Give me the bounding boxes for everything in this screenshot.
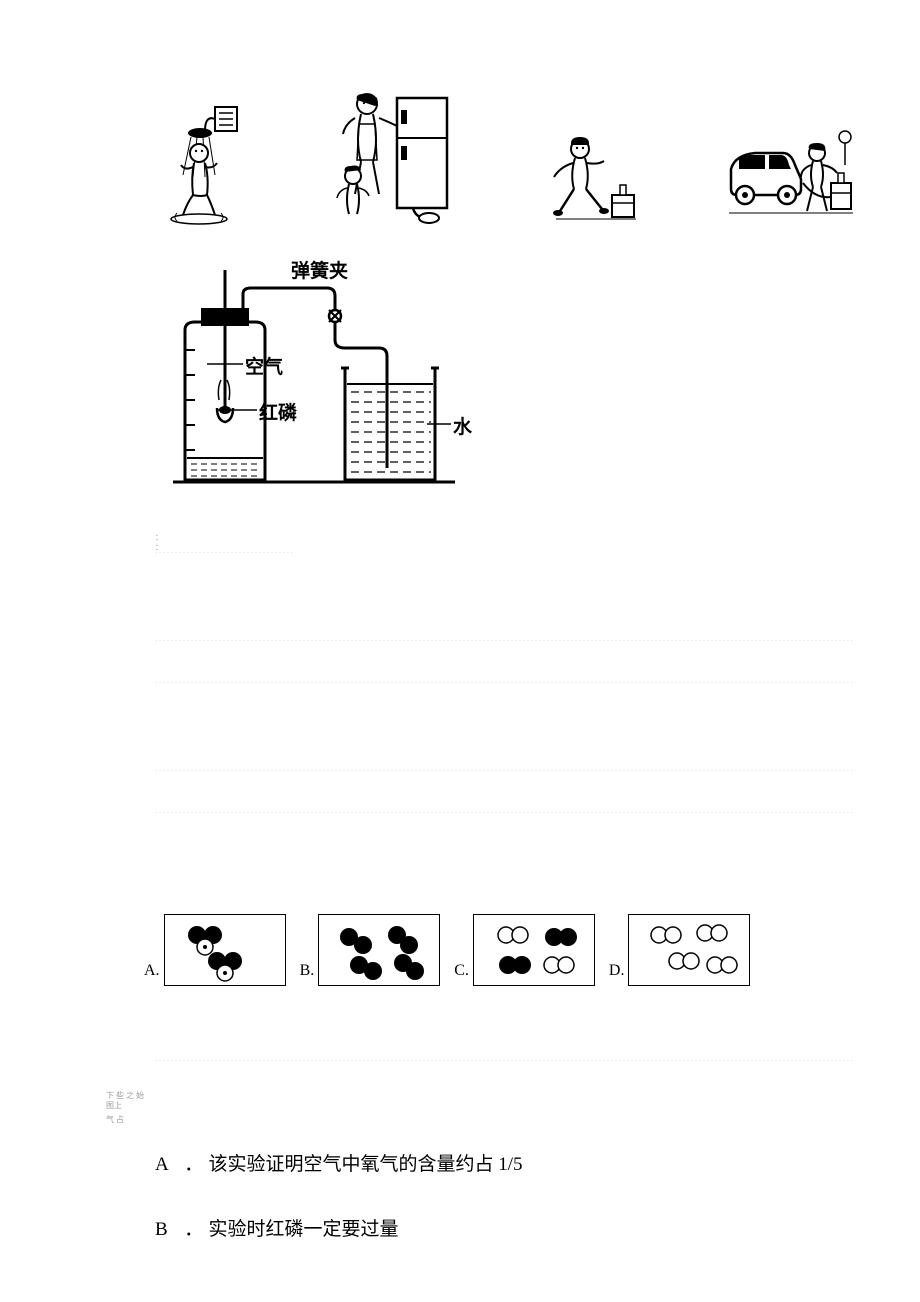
answer-list: A ． 该实验证明空气中氧气的含量约占 1/5 B ． 实验时红磷一定要过量: [155, 1152, 523, 1281]
faint-line: [155, 682, 855, 683]
label-water: 水: [453, 412, 472, 439]
faint-line: [155, 640, 855, 641]
cartoon-car-pump: [725, 125, 855, 230]
answer-letter-a: A: [155, 1152, 179, 1179]
apparatus-diagram: 弹簧夹 空气 红磷 水: [155, 260, 495, 510]
molecule-option-d: D.: [609, 914, 751, 986]
cartoon-row: [155, 90, 855, 230]
tiny-mark: 气 占: [106, 1116, 124, 1125]
refrigerator-icon: [335, 90, 455, 225]
molecule-option-a: A.: [144, 914, 286, 986]
faint-line: [155, 812, 855, 813]
cartoon-refrigerator: [335, 90, 455, 230]
tiny-mark: ：: [155, 544, 163, 553]
faint-line: [155, 770, 855, 771]
label-red-phosphorus: 红磷: [259, 398, 297, 425]
answer-text-b: 实验时红磷一定要过量: [209, 1219, 399, 1240]
separator: ．: [184, 1152, 204, 1179]
molecule-option-c: C.: [454, 914, 595, 986]
shower-icon: [155, 105, 250, 225]
molecule-label-c: C.: [454, 962, 469, 980]
separator: ．: [184, 1217, 204, 1244]
molecule-box-d: [628, 914, 750, 986]
label-spring-clip: 弹簧夹: [291, 256, 348, 283]
cartoon-shower: [155, 105, 250, 230]
tiny-mark: 下 些 之 始: [106, 1092, 144, 1101]
faint-line: [155, 552, 295, 553]
answer-text-a: 该实验证明空气中氧气的含量约占 1/5: [209, 1154, 523, 1175]
apparatus-svg: [155, 260, 495, 510]
tiny-mark: ：: [155, 534, 163, 543]
molecule-option-b: B.: [300, 914, 441, 986]
molecule-box-c: [473, 914, 595, 986]
answer-letter-b: B: [155, 1217, 179, 1244]
label-air: 空气: [245, 352, 283, 379]
molecule-options-row: A. B.: [144, 908, 860, 986]
child-kick-icon: [540, 135, 640, 225]
car-pump-icon: [725, 125, 855, 225]
molecule-label-d: D.: [609, 962, 625, 980]
molecule-box-b: [318, 914, 440, 986]
tiny-mark: 图上: [106, 1102, 122, 1111]
document-page: 弹簧夹 空气 红磷 水 ： ： 下 些 之 始 图上 气 占 A.: [0, 0, 920, 1302]
answer-b: B ． 实验时红磷一定要过量: [155, 1217, 523, 1244]
faint-line: [155, 1060, 855, 1061]
molecule-label-b: B.: [300, 962, 315, 980]
answer-a: A ． 该实验证明空气中氧气的含量约占 1/5: [155, 1152, 523, 1179]
molecule-label-a: A.: [144, 962, 160, 980]
molecule-box-a: [164, 914, 286, 986]
cartoon-child-kick: [540, 135, 640, 230]
